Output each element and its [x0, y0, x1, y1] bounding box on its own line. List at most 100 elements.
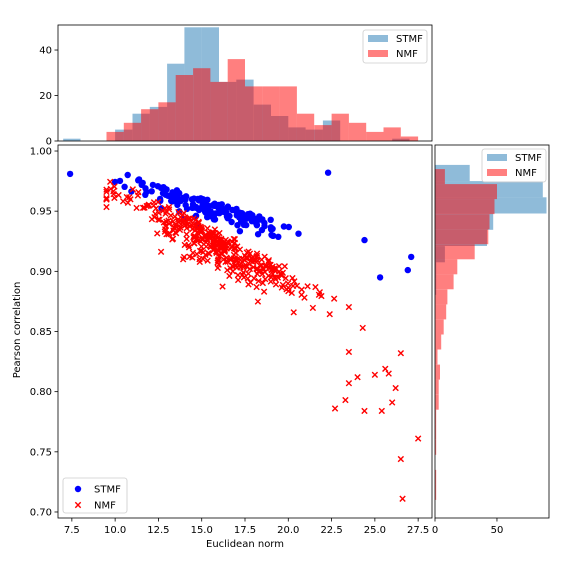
top-hist-y-tick-label: 0: [46, 137, 52, 148]
nmf-point: [251, 257, 259, 264]
x-tick-label: 15.0: [191, 525, 213, 536]
nmf-point: [414, 435, 422, 442]
nmf-point: [159, 207, 167, 214]
x-tick-label: 22.5: [320, 525, 342, 536]
nmf-point: [345, 380, 353, 387]
nmf-point: [248, 255, 255, 263]
nmf-point: [103, 203, 110, 211]
legend-label-nmf: NMF: [396, 49, 418, 60]
nmf-point: [219, 283, 226, 290]
nmf-point: [204, 225, 211, 232]
nmf-hist-bar: [435, 424, 437, 440]
stmf-point: [205, 202, 212, 210]
nmf-point: [103, 194, 110, 202]
nmf-hist-bar: [435, 214, 490, 230]
nmf-hist-bar: [435, 274, 454, 290]
nmf-point: [169, 218, 177, 225]
nmf-point: [127, 196, 134, 203]
nmf-point: [382, 365, 389, 372]
stmf-point: [183, 205, 191, 213]
nmf-point: [181, 241, 188, 249]
right-hist-frame: [434, 144, 550, 519]
right-hist-x-tick-label: 50: [491, 525, 504, 536]
nmf-point: [152, 205, 160, 212]
stmf-point: [269, 232, 277, 239]
nmf-point: [255, 277, 262, 285]
nmf-point: [261, 275, 269, 283]
scatter-legend: STMF NMF: [62, 477, 128, 514]
nmf-point: [154, 230, 161, 237]
nmf-hist-bar: [227, 59, 245, 141]
nmf-point: [378, 407, 385, 415]
stmf-point: [233, 205, 240, 213]
stmf-point: [226, 212, 233, 220]
nmf-hist-bar: [383, 127, 401, 141]
nmf-point: [399, 495, 406, 502]
stmf-point: [148, 188, 155, 195]
nmf-point: [227, 256, 234, 264]
nmf-point: [144, 202, 152, 209]
nmf-point: [210, 229, 217, 236]
stmf-point: [124, 171, 131, 179]
nmf-point: [272, 281, 280, 288]
nmf-point: [265, 256, 273, 264]
nmf-point: [243, 263, 250, 270]
nmf-point: [161, 228, 169, 235]
stmf-point: [295, 230, 302, 237]
nmf-point: [155, 216, 162, 223]
nmf-hist-bar: [435, 379, 439, 395]
nmf-point: [265, 258, 272, 265]
stmf-point: [215, 201, 223, 209]
nmf-point: [250, 264, 257, 271]
stmf-point: [188, 196, 196, 203]
stmf-point: [182, 193, 190, 200]
nmf-point: [359, 324, 366, 332]
nmf-point: [330, 295, 338, 302]
nmf-point: [224, 266, 231, 274]
nmf-point: [134, 192, 142, 199]
nmf-point: [371, 371, 379, 379]
stmf-point: [236, 228, 244, 235]
nmf-point: [165, 203, 173, 211]
nmf-point: [242, 254, 250, 262]
legend-label-nmf: NMF: [515, 168, 537, 179]
nmf-point: [115, 191, 122, 199]
nmf-point: [263, 262, 271, 270]
scatter-panel: 7.5 10.0 12.5 15.0 17.5 20.0 22.5 25.0 27.5 0.70 0…: [30, 144, 433, 536]
right-hist-legend: STMF NMF: [481, 148, 547, 183]
nmf-point: [345, 348, 353, 356]
nmf-point: [215, 261, 222, 268]
scatter-axes-frame: [57, 144, 433, 519]
legend-swatch-stmf: [368, 35, 388, 42]
stmf-point: [237, 218, 245, 225]
nmf-point: [388, 399, 396, 406]
x-tick-label: 27.5: [407, 525, 429, 536]
stmf-point: [201, 208, 209, 215]
y-tick-label: 0.85: [30, 327, 52, 338]
stmf-hist-bar: [63, 138, 81, 141]
nmf-point: [253, 250, 261, 257]
nmf-point: [385, 370, 392, 377]
y-tick-label: 0.95: [30, 207, 52, 218]
legend-label-stmf: STMF: [396, 34, 423, 45]
stmf-point: [116, 177, 124, 185]
nmf-hist-bar: [210, 81, 228, 141]
nmf-point: [215, 253, 223, 261]
x-tick-label: 10.0: [104, 525, 126, 536]
nmf-point: [111, 183, 118, 190]
nmf-hist-bar: [435, 439, 437, 455]
nmf-hist-bar: [314, 125, 332, 141]
nmf-point: [172, 229, 180, 237]
legend-swatch-nmf: [487, 169, 507, 176]
nmf-hist-bar: [435, 319, 444, 335]
nmf-hist-bar: [435, 334, 442, 350]
stmf-point: [220, 208, 227, 215]
x-tick-label: 17.5: [234, 525, 256, 536]
nmf-hist-bar: [435, 409, 437, 425]
nmf-point: [342, 396, 349, 404]
stmf-point: [149, 181, 157, 189]
nmf-point: [278, 284, 286, 291]
x-tick-label: 7.5: [64, 525, 80, 536]
nmf-point: [206, 235, 214, 242]
